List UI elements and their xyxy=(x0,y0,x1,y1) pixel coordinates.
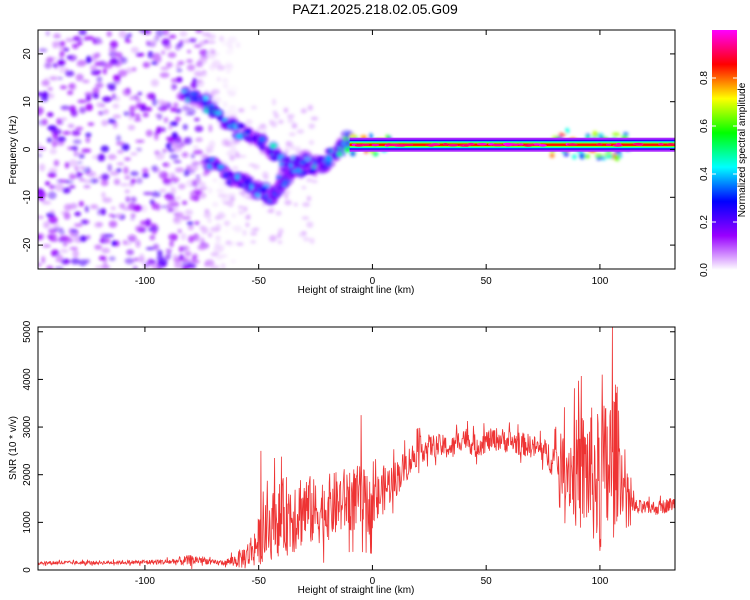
x-tick-label: 0 xyxy=(370,276,376,287)
snr-plot-area xyxy=(38,327,675,570)
x-tick-label: 100 xyxy=(592,276,609,287)
colorbar-gradient xyxy=(712,30,737,270)
colorbar-label: Normalized spectral amplitude xyxy=(737,82,748,217)
snr-series xyxy=(38,327,675,570)
x-tick-label: 0 xyxy=(370,576,376,587)
colorbar-tick-label: 0.6 xyxy=(699,119,710,133)
x-tick-label: 50 xyxy=(481,276,493,287)
x-tick-label: -100 xyxy=(135,576,155,587)
colorbar-tick-label: 0.2 xyxy=(699,215,710,229)
figure-title: PAZ1.2025.218.02.05.G09 xyxy=(292,1,458,17)
y-tick-label: 20 xyxy=(22,48,33,60)
snr-y-ticks: 0 1000 2000 3000 4000 5000 xyxy=(22,320,675,573)
spectrogram-blobs xyxy=(38,30,632,269)
x-tick-label: -50 xyxy=(251,276,266,287)
x-tick-label: -50 xyxy=(251,576,266,587)
y-tick-label: 1000 xyxy=(22,511,33,534)
spectrogram-image xyxy=(38,30,675,269)
y-tick-label: 0 xyxy=(22,567,33,573)
y-tick-label: -10 xyxy=(22,190,33,205)
snr-x-ticks: -100 -50 0 50 100 xyxy=(135,327,609,587)
y-tick-label: 2000 xyxy=(22,463,33,486)
y-tick-label: 0 xyxy=(22,146,33,152)
x-tick-label: 100 xyxy=(592,576,609,587)
y-tick-label: 10 xyxy=(22,96,33,108)
y-tick-label: -20 xyxy=(22,237,33,252)
x-tick-label: -100 xyxy=(135,276,155,287)
snr-x-label: Height of straight line (km) xyxy=(298,585,415,596)
snr-panel: -100 -50 0 50 100 0 1000 2000 3000 4000 5000 Heig… xyxy=(8,320,676,596)
y-tick-label: 3000 xyxy=(22,415,33,438)
colorbar-tick-label: 0.0 xyxy=(699,263,710,277)
snr-frame xyxy=(37,326,676,571)
spectrogram-x-ticks: -100 -50 0 50 100 xyxy=(135,30,609,287)
spectrogram-y-label: Frequency (Hz) xyxy=(8,116,19,185)
x-tick-label: 50 xyxy=(481,576,493,587)
spectrogram-y-ticks: -20 -10 0 10 20 xyxy=(22,48,675,252)
snr-y-label: SNR (10 * v/v) xyxy=(8,416,19,480)
y-tick-label: 4000 xyxy=(22,368,33,391)
snr-line xyxy=(38,327,675,570)
colorbar: 0.0 0.2 0.4 0.6 0.8 Normalized spectral ampl… xyxy=(699,30,748,277)
colorbar-ticks: 0.0 0.2 0.4 0.6 0.8 xyxy=(699,71,737,277)
colorbar-tick-label: 0.8 xyxy=(699,71,710,85)
colorbar-tick-label: 0.4 xyxy=(699,167,710,181)
y-tick-label: 5000 xyxy=(22,320,33,343)
spectrogram-x-label: Height of straight line (km) xyxy=(298,285,415,296)
